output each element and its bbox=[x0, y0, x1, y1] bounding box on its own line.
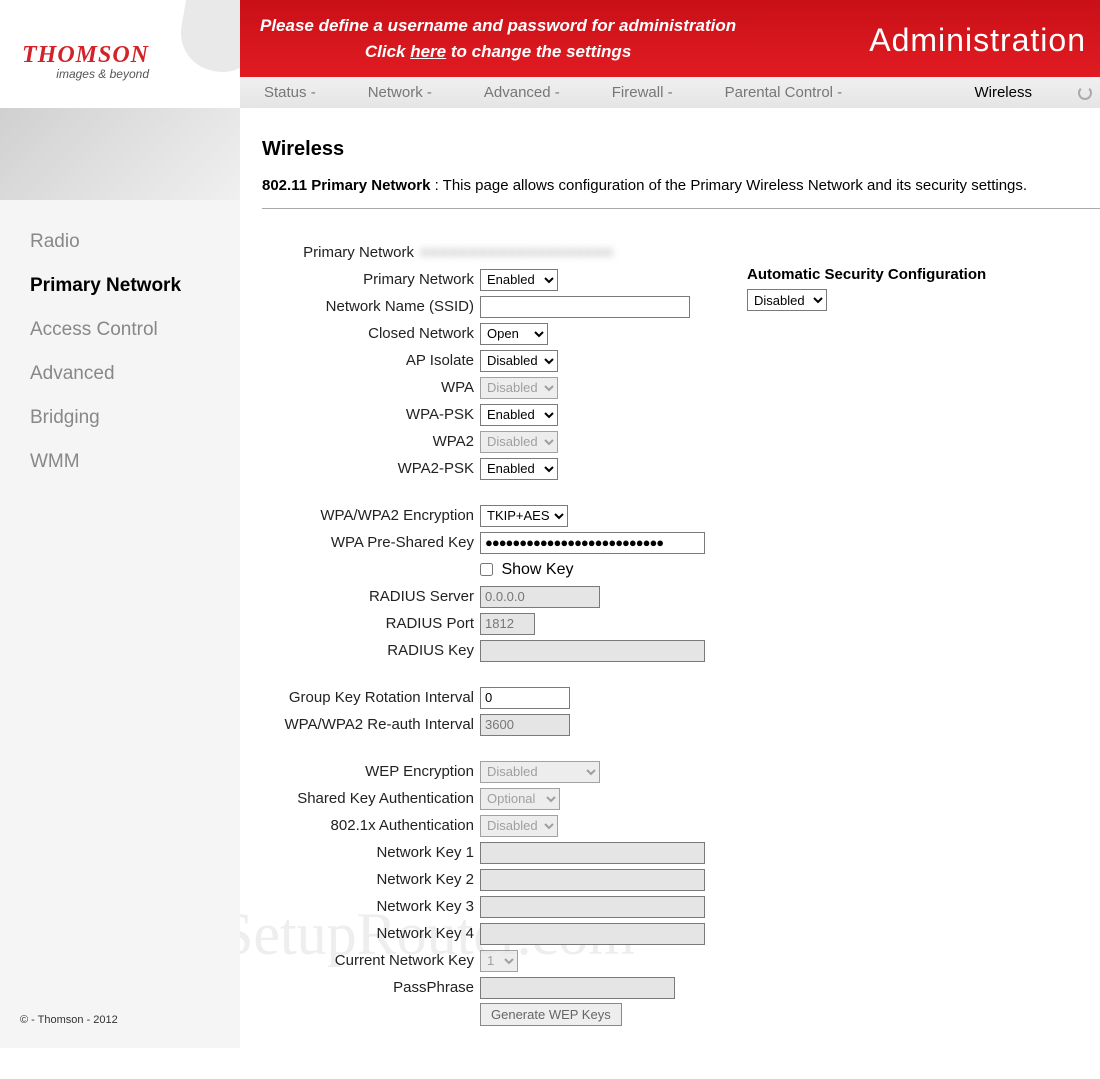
radius-server-input[interactable] bbox=[480, 586, 600, 608]
page-title: Wireless bbox=[262, 138, 1100, 161]
nk2-input[interactable] bbox=[480, 869, 705, 891]
label-group-key: Group Key Rotation Interval bbox=[262, 689, 480, 706]
content: Wireless 802.11 Primary Network : This p… bbox=[240, 108, 1100, 1048]
banner-change-link[interactable]: here bbox=[410, 42, 446, 61]
psk-input[interactable] bbox=[480, 532, 705, 554]
nk3-input[interactable] bbox=[480, 896, 705, 918]
page-sub-rest: : This page allows configuration of the … bbox=[430, 177, 1027, 194]
loading-spinner-icon bbox=[1078, 86, 1092, 100]
label-wep: WEP Encryption bbox=[262, 763, 480, 780]
label-shared-auth: Shared Key Authentication bbox=[262, 790, 480, 807]
topnav-network[interactable]: Network - bbox=[352, 84, 448, 101]
shared-auth-select[interactable]: Optional bbox=[480, 788, 560, 810]
label-closed: Closed Network bbox=[262, 325, 480, 342]
curkey-select[interactable]: 1 bbox=[480, 950, 518, 972]
topnav-parental[interactable]: Parental Control - bbox=[709, 84, 859, 101]
topnav: Status - Network - Advanced - Firewall -… bbox=[240, 77, 1100, 108]
radius-port-input[interactable] bbox=[480, 613, 535, 635]
reauth-input[interactable] bbox=[480, 714, 570, 736]
passphrase-input[interactable] bbox=[480, 977, 675, 999]
ap-isolate-select[interactable]: Disabled bbox=[480, 350, 558, 372]
dot1x-select[interactable]: Disabled bbox=[480, 815, 558, 837]
generate-wep-button[interactable]: Generate WEP Keys bbox=[480, 1003, 622, 1026]
sidenav-item-access-control[interactable]: Access Control bbox=[30, 308, 240, 352]
sidenav-item-primary-network[interactable]: Primary Network bbox=[30, 264, 240, 308]
copyright: © - Thomson - 2012 bbox=[20, 1014, 118, 1026]
topnav-status[interactable]: Status - bbox=[248, 84, 332, 101]
label-radius-port: RADIUS Port bbox=[262, 615, 480, 632]
auto-security-select[interactable]: Disabled bbox=[747, 289, 827, 311]
banner-line1: Please define a username and password fo… bbox=[260, 13, 736, 39]
label-wpa2: WPA2 bbox=[262, 433, 480, 450]
label-nk4: Network Key 4 bbox=[262, 925, 480, 942]
wep-select[interactable]: Disabled bbox=[480, 761, 600, 783]
sidenav-item-radio[interactable]: Radio bbox=[30, 220, 240, 264]
sidebar: RadioPrimary NetworkAccess ControlAdvanc… bbox=[0, 108, 240, 1048]
topnav-advanced[interactable]: Advanced - bbox=[468, 84, 576, 101]
ssid-input[interactable] bbox=[480, 296, 690, 318]
show-key-label[interactable]: Show Key bbox=[480, 561, 574, 578]
label-nk3: Network Key 3 bbox=[262, 898, 480, 915]
primary-network-value-blur: ●●●●●●●●●●●●●●●●●●●● bbox=[420, 244, 613, 262]
label-wpa-psk: WPA-PSK bbox=[262, 406, 480, 423]
logo-area: THOMSON images & beyond bbox=[0, 0, 240, 108]
label-ap-isolate: AP Isolate bbox=[262, 352, 480, 369]
label-ssid: Network Name (SSID) bbox=[262, 298, 480, 315]
sidenav-item-bridging[interactable]: Bridging bbox=[30, 396, 240, 440]
label-dot1x: 802.1x Authentication bbox=[262, 817, 480, 834]
banner-title: Administration bbox=[869, 22, 1086, 59]
sidebar-photo bbox=[0, 108, 240, 200]
auto-security-heading: Automatic Security Configuration bbox=[747, 266, 986, 283]
label-primary-network-hdr: Primary Network bbox=[262, 244, 420, 261]
label-wpa: WPA bbox=[262, 379, 480, 396]
logo-brand: THOMSON bbox=[22, 42, 149, 69]
label-passphrase: PassPhrase bbox=[262, 979, 480, 996]
divider bbox=[262, 208, 1100, 209]
show-key-checkbox[interactable] bbox=[480, 563, 493, 576]
page-sub-b: 802.11 Primary Network bbox=[262, 177, 430, 194]
label-reauth: WPA/WPA2 Re-auth Interval bbox=[262, 716, 480, 733]
sidenav-item-wmm[interactable]: WMM bbox=[30, 440, 240, 484]
banner: Please define a username and password fo… bbox=[240, 0, 1100, 77]
closed-select[interactable]: Open bbox=[480, 323, 548, 345]
label-radius-server: RADIUS Server bbox=[262, 588, 480, 605]
label-nk1: Network Key 1 bbox=[262, 844, 480, 861]
wpa2-select[interactable]: Disabled bbox=[480, 431, 558, 453]
wpa2-psk-select[interactable]: Enabled bbox=[480, 458, 558, 480]
nk1-input[interactable] bbox=[480, 842, 705, 864]
nk4-input[interactable] bbox=[480, 923, 705, 945]
radius-key-input[interactable] bbox=[480, 640, 705, 662]
banner-line2-pre: Click bbox=[365, 42, 410, 61]
wpa-psk-select[interactable]: Enabled bbox=[480, 404, 558, 426]
show-key-text: Show Key bbox=[501, 561, 573, 578]
label-psk: WPA Pre-Shared Key bbox=[262, 534, 480, 551]
sidenav-item-advanced[interactable]: Advanced bbox=[30, 352, 240, 396]
label-curkey: Current Network Key bbox=[262, 952, 480, 969]
group-key-input[interactable] bbox=[480, 687, 570, 709]
topnav-wireless[interactable]: Wireless bbox=[958, 84, 1048, 101]
label-encryption: WPA/WPA2 Encryption bbox=[262, 507, 480, 524]
wpa-select[interactable]: Disabled bbox=[480, 377, 558, 399]
logo-tagline: images & beyond bbox=[22, 67, 149, 81]
label-nk2: Network Key 2 bbox=[262, 871, 480, 888]
encryption-select[interactable]: TKIP+AES bbox=[480, 505, 568, 527]
label-primary-network: Primary Network bbox=[262, 271, 480, 288]
banner-line2-post: to change the settings bbox=[446, 42, 631, 61]
primary-network-select[interactable]: Enabled bbox=[480, 269, 558, 291]
label-wpa2-psk: WPA2-PSK bbox=[262, 460, 480, 477]
topnav-firewall[interactable]: Firewall - bbox=[596, 84, 689, 101]
label-radius-key: RADIUS Key bbox=[262, 642, 480, 659]
